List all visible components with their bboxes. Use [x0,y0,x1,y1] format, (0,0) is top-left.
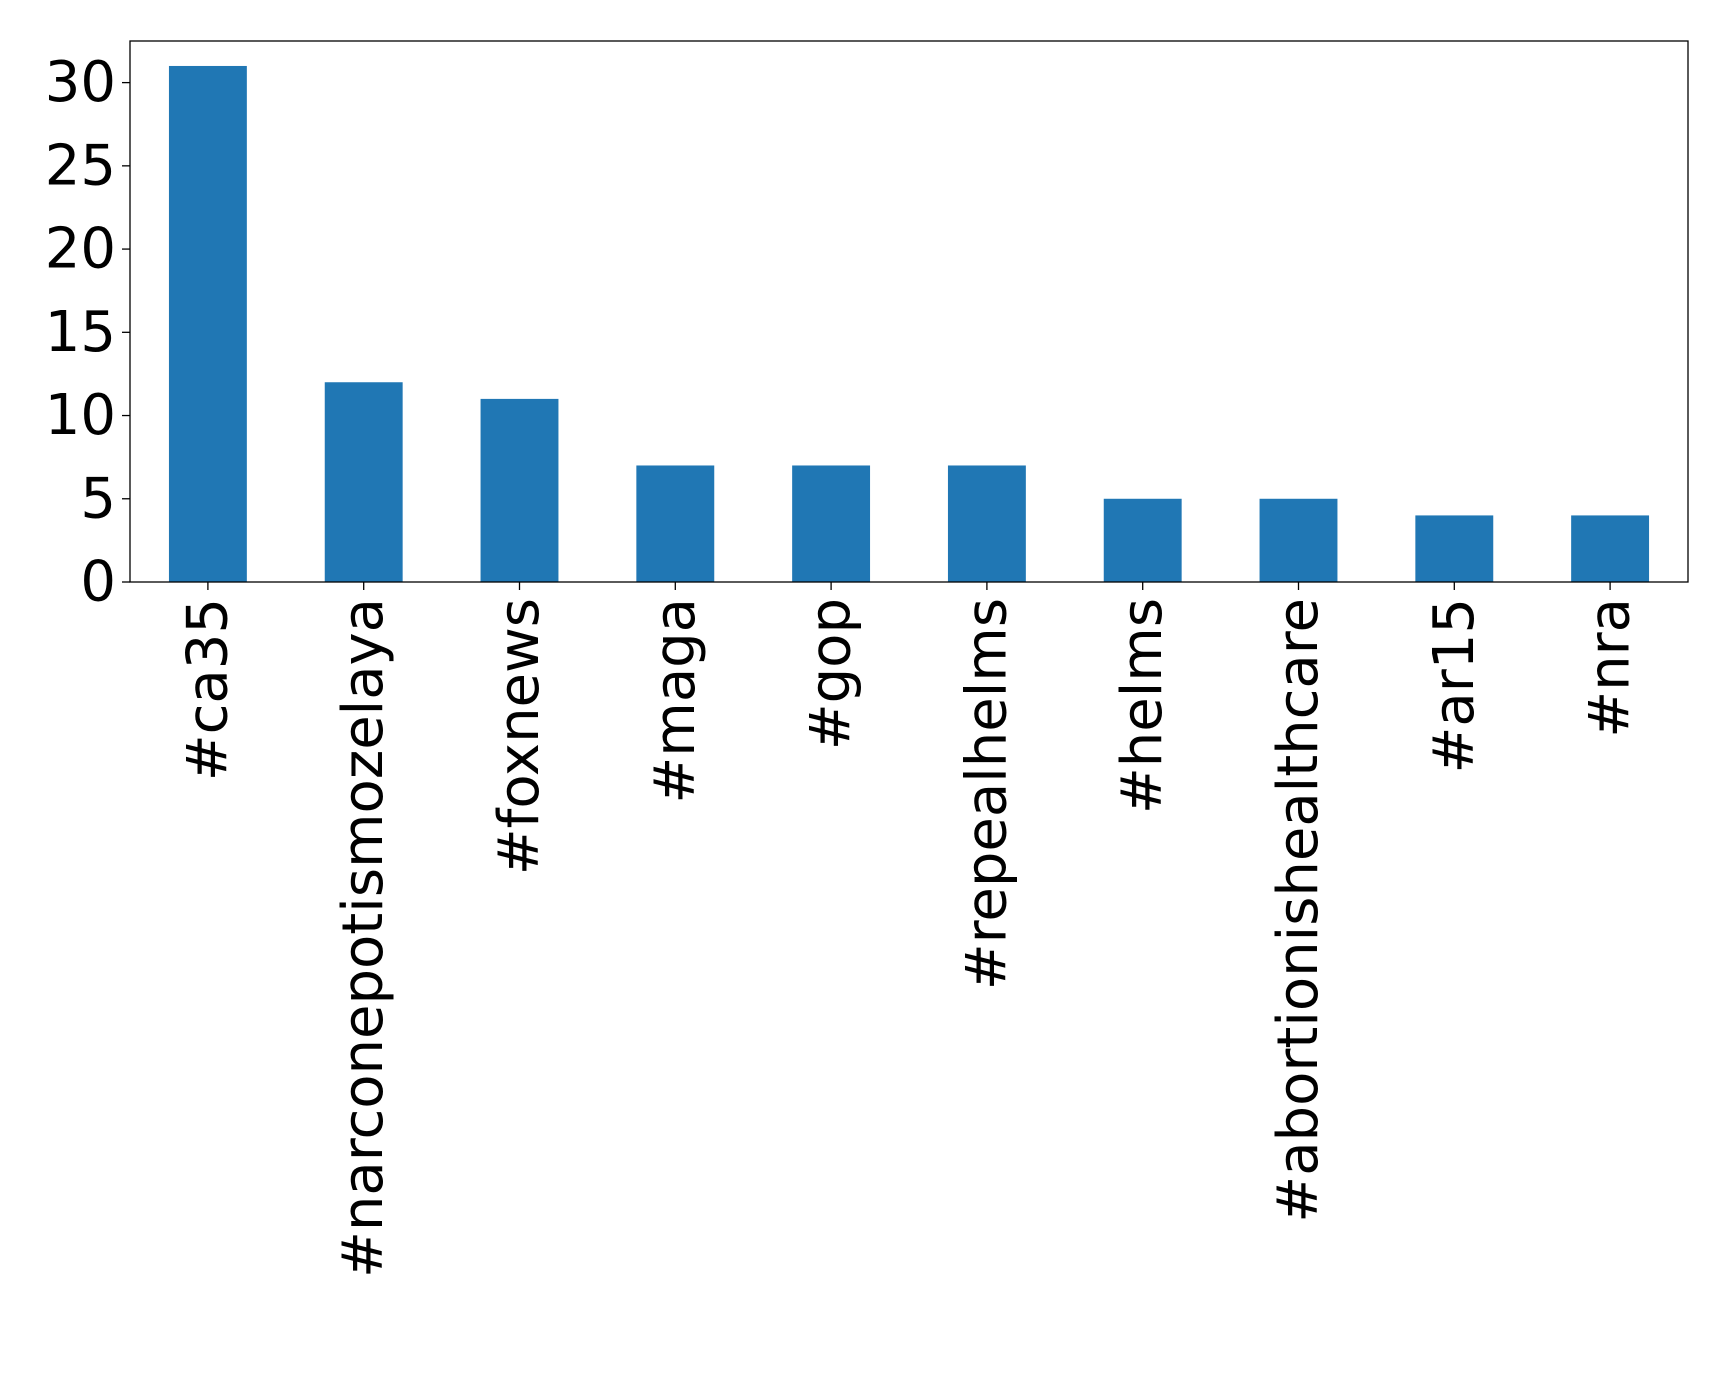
y-tick-label: 5 [80,466,116,531]
x-tick-label: #nra [1578,598,1643,738]
bar [1103,498,1182,582]
y-tick-label: 0 [80,550,116,615]
x-tick-label: #helms [1110,598,1175,814]
y-tick-label: 20 [45,217,116,282]
y-tick-label: 10 [45,383,116,448]
x-tick-label: #abortionishealthcare [1266,598,1331,1223]
x-tick-label: #narconepotismozelaya [331,598,396,1278]
plot-frame [129,40,1689,583]
bar [792,465,871,582]
y-tick-label: 15 [45,300,116,365]
bar [1259,498,1338,582]
bar [1415,515,1494,582]
y-tick-label: 25 [45,133,116,198]
y-tick-label: 30 [45,50,116,115]
x-tick-label: #ca35 [175,598,240,781]
x-tick-label: #gop [799,598,864,750]
bar [324,382,403,582]
x-tick-label: #repealhelms [954,598,1019,990]
bar [168,65,247,582]
bar [480,398,559,582]
bar [947,465,1026,582]
x-tick-label: #ar15 [1422,598,1487,774]
x-tick-label: #maga [643,598,708,804]
bar [636,465,715,582]
x-tick-label: #foxnews [487,598,552,875]
y-axis: 0 5 10 15 20 25 30 [45,50,130,615]
bar [1571,515,1650,582]
bars-group [168,65,1650,582]
x-axis: #ca35 #narconepotismozelaya #foxnews #maga #… [175,582,1643,1278]
